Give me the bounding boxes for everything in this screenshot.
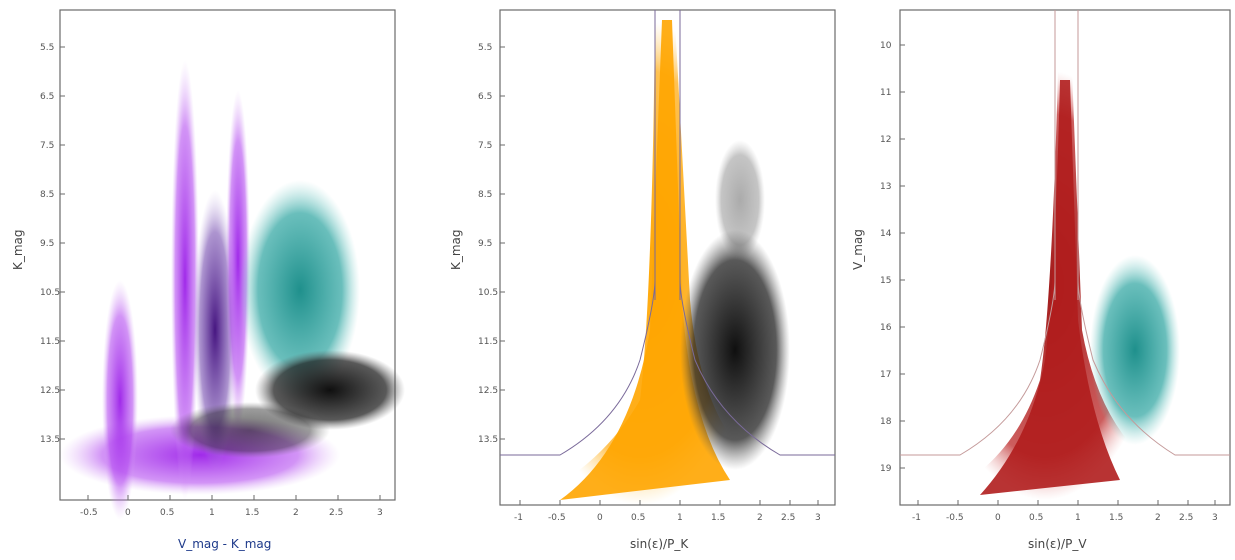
panel-2-y-axis: 5.5 6.5 7.5 8.5 9.5 10.5 11.5 12.5 13.5	[478, 43, 505, 445]
panel-2-x-label: sin(ε)/P_K	[630, 537, 689, 551]
panel-1-x-axis: -0.5 0 0.5 1 1.5 2 2.5 3	[80, 495, 383, 518]
p1-ytick: 10.5	[40, 288, 60, 298]
p2-xtick: 2	[757, 513, 763, 523]
p1-xtick: 0.5	[160, 508, 174, 518]
boundary-left-curve-p3	[900, 279, 1056, 456]
panel-3-boundary-lines	[900, 10, 1230, 456]
black-cloud-p2-top	[715, 140, 765, 260]
panel-1-x-label: V_mag - K_mag	[178, 537, 271, 551]
p1-ytick: 11.5	[40, 337, 60, 347]
panel-1-y-axis: 5.5 6.5 7.5 8.5 9.5 10.5 11.5 12.5 13.5	[40, 43, 65, 445]
p3-ytick: 19	[880, 464, 892, 474]
p1-xtick: 2.5	[329, 508, 343, 518]
boundary-left-curve	[500, 279, 656, 456]
p2-xtick: -0.5	[548, 513, 566, 523]
p3-ytick: 13	[880, 182, 891, 192]
p1-ytick: 7.5	[40, 141, 54, 151]
panel-2-y-label: K_mag	[449, 229, 463, 270]
panel-2-parallax-k: 5.5 6.5 7.5 8.5 9.5 10.5 11.5 12.5 13.5 …	[449, 9, 836, 551]
p2-xtick: -1	[514, 513, 523, 523]
p2-ytick: 11.5	[478, 337, 498, 347]
p3-ytick: 14	[880, 229, 892, 239]
purple-spike-3	[226, 90, 250, 430]
boundary-right-curve-p3	[1077, 279, 1230, 456]
p1-xtick: 3	[377, 508, 383, 518]
p2-ytick: 13.5	[478, 435, 498, 445]
panel-3-y-label: V_mag	[851, 229, 865, 270]
p3-ytick: 11	[880, 88, 891, 98]
panel-2-boundary-lines	[500, 10, 835, 456]
p2-ytick: 12.5	[478, 386, 498, 396]
p3-xtick: 1.5	[1109, 513, 1123, 523]
p3-xtick: 0.5	[1029, 513, 1043, 523]
p3-xtick: 0	[995, 513, 1001, 523]
p3-ytick: 18	[880, 417, 892, 427]
p1-xtick: -0.5	[80, 508, 98, 518]
boundary-right-curve	[679, 279, 835, 456]
p2-xtick: 1.5	[711, 513, 725, 523]
panel-1-frame	[59, 9, 396, 501]
panel-3-frame	[899, 9, 1231, 506]
red-core	[980, 80, 1120, 495]
p2-ytick: 10.5	[478, 288, 498, 298]
black-cloud-p2	[680, 230, 790, 470]
panel-3-point-clouds	[930, 70, 1180, 500]
panel-3-x-label: sin(ε)/P_V	[1028, 537, 1087, 551]
p2-ytick: 7.5	[478, 141, 492, 151]
p1-ytick: 6.5	[40, 92, 54, 102]
p3-ytick: 17	[880, 370, 891, 380]
panel-2-point-clouds	[520, 20, 790, 505]
panel-1-color-magnitude: 5.5 6.5 7.5 8.5 9.5 10.5 11.5 12.5 13.5 …	[11, 9, 405, 551]
panel-1-point-clouds	[60, 60, 405, 520]
black-cloud-tail	[170, 402, 330, 458]
p1-xtick: 1	[209, 508, 215, 518]
panel-3-y-axis: 10 11 12 13 14 15 16 17 18 19	[880, 41, 905, 474]
p1-xtick: 0	[125, 508, 131, 518]
p1-ytick: 5.5	[40, 43, 54, 53]
p1-xtick: 1.5	[245, 508, 259, 518]
p2-xtick: 0.5	[631, 513, 645, 523]
p3-xtick: -0.5	[946, 513, 964, 523]
p3-xtick: -1	[912, 513, 921, 523]
p1-ytick: 13.5	[40, 435, 60, 445]
panel-2-x-axis: -1 -0.5 0 0.5 1 1.5 2 2.5 3	[514, 500, 821, 523]
p3-xtick: 1	[1075, 513, 1081, 523]
p2-xtick: 2.5	[781, 513, 795, 523]
p3-xtick: 2	[1155, 513, 1161, 523]
panel-3-x-axis: -1 -0.5 0 0.5 1 1.5 2 2.5 3	[912, 500, 1218, 523]
p2-ytick: 6.5	[478, 92, 492, 102]
p3-xtick: 3	[1212, 513, 1218, 523]
p2-xtick: 0	[597, 513, 603, 523]
purple-spike-1	[102, 280, 138, 520]
panel-3-parallax-v: 10 11 12 13 14 15 16 17 18 19 -1 -0.5 0 …	[851, 9, 1231, 551]
panel-1-y-label: K_mag	[11, 229, 25, 270]
p3-ytick: 16	[880, 323, 892, 333]
p1-ytick: 12.5	[40, 386, 60, 396]
p2-ytick: 5.5	[478, 43, 492, 53]
p2-xtick: 1	[677, 513, 683, 523]
teal-cloud-p3	[1090, 255, 1180, 445]
purple-spike-2	[171, 60, 199, 500]
p1-ytick: 9.5	[40, 239, 54, 249]
p2-xtick: 3	[815, 513, 821, 523]
p2-ytick: 9.5	[478, 239, 492, 249]
p3-xtick: 2.5	[1179, 513, 1193, 523]
p3-ytick: 10	[880, 41, 892, 51]
p3-ytick: 12	[880, 135, 891, 145]
p2-ytick: 8.5	[478, 190, 492, 200]
p1-xtick: 2	[293, 508, 299, 518]
teal-cloud	[240, 180, 360, 400]
p1-ytick: 8.5	[40, 190, 54, 200]
p3-ytick: 15	[880, 276, 891, 286]
